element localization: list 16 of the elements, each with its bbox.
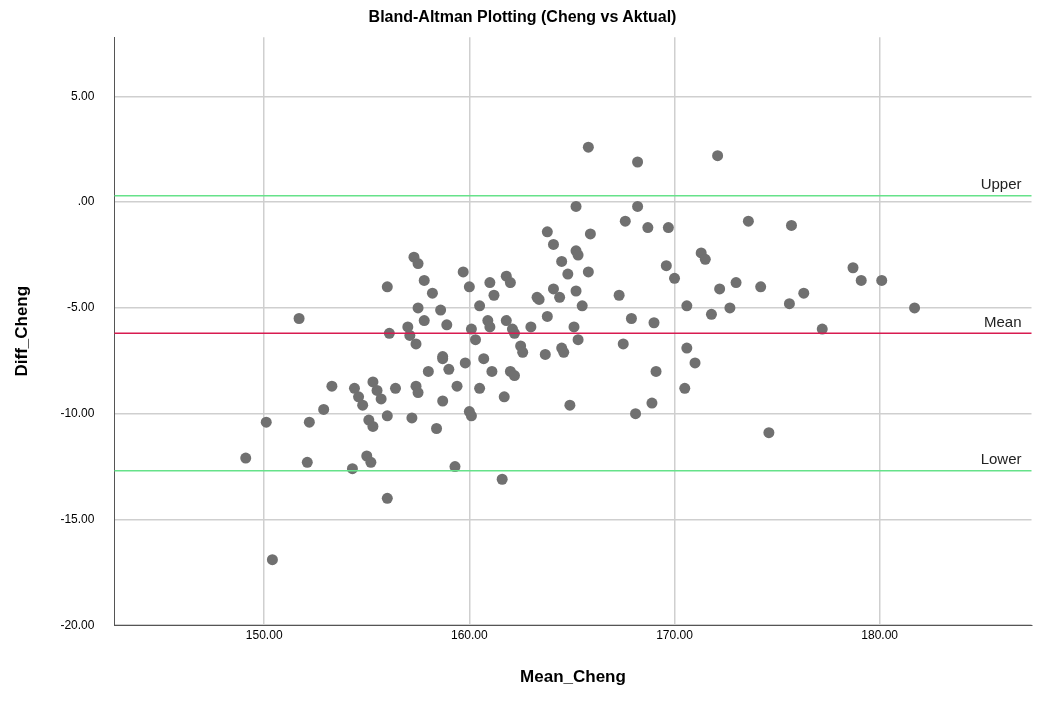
x-axis-title: Mean_Cheng	[520, 667, 626, 687]
y-tick-label: -10.00	[60, 406, 95, 420]
x-tick-label: 160.00	[451, 627, 489, 642]
y-tick-label: .00	[77, 194, 95, 209]
ref-line-label: Lower	[980, 450, 1022, 468]
y-tick-label: -5.00	[67, 300, 95, 315]
y-tick-label: 5.00	[71, 88, 95, 103]
chart-title: Bland-Altman Plotting (Cheng vs Aktual)	[368, 8, 677, 26]
ref-line-label: Upper	[980, 175, 1022, 193]
x-tick-label: 170.00	[656, 627, 694, 642]
ref-line-label: Mean	[983, 312, 1022, 330]
y-tick-label: -20.00	[60, 617, 95, 632]
x-tick-label: 180.00	[861, 627, 899, 642]
y-axis-title: Diff_Cheng	[11, 285, 31, 377]
y-tick-label: -15.00	[60, 511, 95, 526]
x-tick-label: 150.00	[245, 627, 283, 642]
